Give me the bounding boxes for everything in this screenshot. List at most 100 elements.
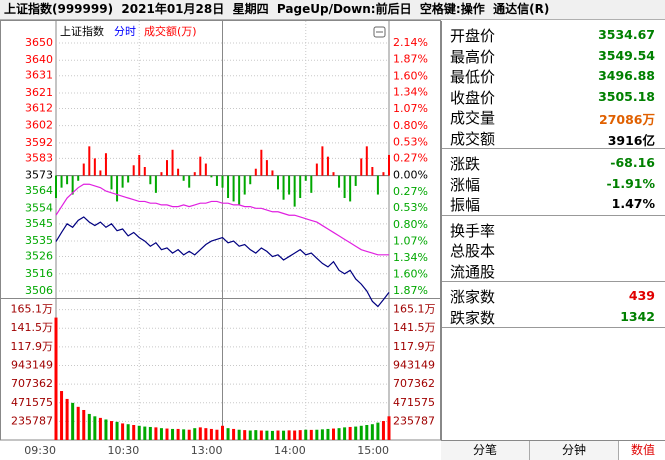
breadth-bar (310, 175, 313, 193)
quote-row: 最低价 3496.88 (442, 65, 665, 86)
title-bar: 上证指数(999999) 2021年01月28日 星期四 PageUp/Down… (0, 0, 665, 20)
y2-tick-label: 0.80% (393, 119, 428, 132)
volume-bar (232, 428, 236, 440)
breadth-bar (171, 149, 174, 176)
quote-row: 收盘价 3505.18 (442, 86, 665, 107)
quote-value: 27086万 (599, 112, 655, 127)
volume-bar (315, 429, 319, 440)
volume-bar (265, 430, 269, 440)
volume-bar (343, 427, 347, 440)
breadth-bar (221, 175, 224, 188)
breadth-bar (116, 175, 119, 202)
breadth-bar (354, 175, 357, 186)
volume-bar (143, 426, 147, 440)
y2-tick-label: 1.87% (393, 284, 428, 297)
volume-bar (387, 416, 391, 440)
volume-bar (354, 426, 358, 440)
volume-bar (165, 428, 169, 440)
volume-bar (82, 409, 86, 440)
volume-bar (326, 428, 330, 440)
quote-group: 换手率 总股本 流通股 (442, 216, 665, 282)
quote-group: 涨跌 -68.16 涨幅 -1.91% 振幅 1.47% (442, 149, 665, 216)
legend-entry: 分时 (114, 25, 136, 38)
x-tick-label: 14:00 (274, 444, 306, 457)
quote-row: 成交额 3916亿 (442, 127, 665, 148)
breadth-bar (138, 154, 141, 176)
breadth-bar (260, 149, 263, 176)
breadth-bar (193, 172, 196, 176)
volume-bar (148, 426, 152, 440)
quote-row: 总股本 (442, 239, 665, 260)
tab-bar: 分笔 分钟 数值 (441, 440, 665, 460)
volume-bar (60, 391, 64, 440)
volume-bar (115, 421, 119, 440)
volume-bar (54, 317, 58, 440)
volume-bar (293, 430, 297, 440)
breadth-bar (199, 156, 202, 176)
volume-bar (198, 427, 202, 440)
volume-bar (126, 424, 130, 440)
breadth-bar (204, 163, 207, 176)
breadth-bar (326, 156, 329, 176)
tab[interactable]: 分钟 (530, 441, 619, 460)
breadth-bar (277, 175, 279, 190)
breadth-bar (249, 175, 252, 185)
breadth-bar (360, 158, 363, 176)
breadth-bar (88, 146, 91, 176)
breadth-bar (143, 167, 146, 176)
y-tick-label: 3535 (25, 234, 53, 247)
quote-row: 成交量 27086万 (442, 106, 665, 127)
volume-bar (237, 429, 241, 440)
breadth-bar (132, 165, 135, 176)
y2-tick-label: 1.87% (393, 53, 428, 66)
breadth-bar (304, 175, 307, 181)
y-tick-label: 3564 (25, 184, 53, 197)
y-tick-label: 117.9万 (393, 340, 436, 353)
breadth-bar (104, 153, 107, 176)
breadth-bar (227, 175, 230, 198)
breadth-bar (376, 175, 379, 195)
breadth-bar (293, 175, 296, 207)
breadth-bar (166, 160, 168, 176)
quote-value: 1342 (620, 308, 655, 324)
quote-value: 3534.67 (598, 27, 655, 42)
y-tick-label: 165.1万 (393, 303, 436, 316)
quote-row: 振幅 1.47% (442, 193, 665, 214)
y-tick-label: 707362 (393, 377, 435, 390)
breadth-bar (121, 175, 124, 188)
volume-bar (248, 430, 252, 440)
quote-label: 成交量 (450, 109, 496, 127)
breadth-bar (110, 175, 113, 190)
y2-tick-label: 0.27% (393, 152, 428, 165)
volume-bar (137, 425, 141, 440)
breadth-bar (160, 172, 163, 176)
breadth-bar (82, 163, 85, 176)
breadth-bar (149, 175, 152, 185)
y-tick-label: 3631 (25, 69, 53, 82)
quote-label: 成交额 (450, 129, 496, 148)
quote-label: 跌家数 (450, 308, 496, 327)
volume-bar (193, 428, 197, 440)
y-tick-label: 117.9万 (11, 340, 54, 353)
volume-bar (254, 430, 258, 440)
y-tick-label: 3602 (25, 119, 53, 132)
breadth-bar (66, 175, 69, 185)
y-tick-label: 141.5万 (393, 321, 436, 334)
volume-bar (348, 426, 352, 440)
breadth-bar (299, 175, 302, 198)
breadth-bar (188, 175, 191, 188)
x-tick-label: 15:00 (357, 444, 389, 457)
volume-bar (159, 428, 163, 440)
quote-row: 流通股 (442, 260, 665, 281)
tab[interactable]: 数值 (619, 441, 665, 460)
volume-bar (71, 402, 75, 440)
tab[interactable]: 分笔 (441, 441, 530, 460)
y2-tick-label: 1.07% (393, 235, 428, 248)
quote-value: -1.91% (606, 175, 655, 191)
volume-bar (171, 428, 175, 440)
volume-bar (204, 428, 208, 440)
volume-bar (243, 430, 247, 440)
breadth-bar (238, 175, 241, 205)
y2-tick-label: 1.34% (393, 85, 428, 98)
volume-bar (309, 429, 313, 440)
